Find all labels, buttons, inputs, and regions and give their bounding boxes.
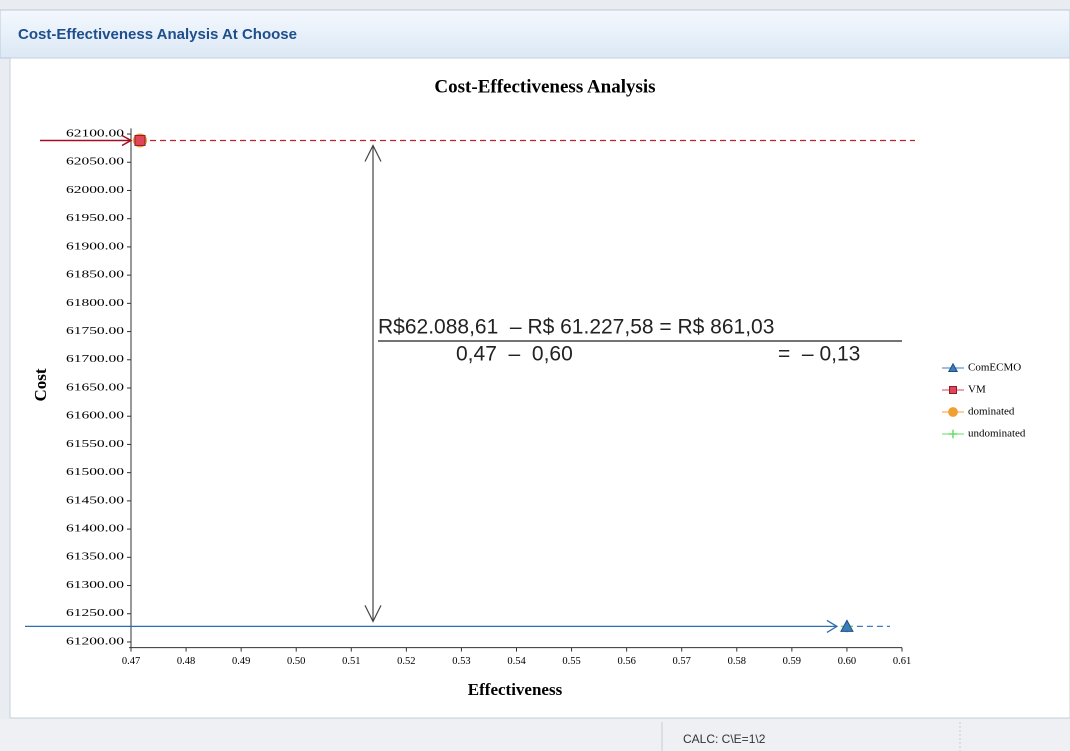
x-tick-label: 0.56 (617, 656, 635, 667)
triangle-marker (840, 619, 854, 632)
annotation: 0,47 – 0,60 (456, 343, 573, 366)
y-tick-label: 62000.00 (66, 185, 124, 196)
square-marker (134, 134, 146, 146)
plus-marker (948, 429, 958, 439)
x-tick-label: 0.55 (562, 656, 580, 667)
y-tick-label: 61550.00 (66, 439, 124, 450)
arrow-head (826, 619, 839, 633)
y-tick-label: 62100.00 (66, 128, 124, 139)
status-bar (0, 719, 1070, 751)
x-tick-label: 0.60 (838, 656, 856, 667)
y-tick-label: 61800.00 (66, 298, 124, 309)
arrow-head (364, 144, 382, 623)
square-marker (949, 386, 957, 394)
x-tick-label: 0.58 (728, 656, 746, 667)
legend-label: dominated (968, 406, 1015, 418)
triangle-marker (947, 362, 959, 372)
y-tick-label: 61250.00 (66, 608, 124, 619)
y-tick-label: 61200.00 (66, 636, 124, 647)
y-tick-label: 61900.00 (66, 241, 124, 252)
x-tick-label: 0.52 (397, 656, 415, 667)
y-tick-label: 61350.00 (66, 552, 124, 563)
chart-title: Cost-Effectiveness Analysis (434, 76, 655, 97)
y-tick-label: 61650.00 (66, 382, 124, 393)
x-tick-label: 0.61 (893, 656, 911, 667)
y-tick-label: 62050.00 (66, 157, 124, 168)
y-tick-label: 61400.00 (66, 523, 124, 534)
legend-label: undominated (968, 428, 1026, 440)
x-tick-label: 0.54 (507, 656, 526, 667)
annotation: = – 0,13 (778, 343, 860, 366)
x-axis-label: Effectiveness (468, 680, 563, 699)
x-tick-label: 0.50 (287, 656, 305, 667)
status-text: CALC: C\E=1\2 (683, 732, 766, 746)
title-bar (0, 9, 1070, 59)
x-tick-label: 0.53 (452, 656, 470, 667)
annotation: R$62.088,61 – R$ 61.227,58 = R$ 861,03 (378, 316, 774, 339)
x-tick-label: 0.51 (342, 656, 360, 667)
y-tick-label: 61750.00 (66, 326, 124, 337)
legend-label: ComECMO (968, 362, 1021, 374)
y-axis-label: Cost (31, 368, 50, 401)
x-tick-label: 0.57 (673, 656, 691, 667)
circle-marker (948, 407, 958, 417)
y-tick-label: 61300.00 (66, 580, 124, 591)
legend-label: VM (968, 384, 986, 396)
y-tick-label: 61500.00 (66, 467, 124, 478)
x-tick-label: 0.49 (232, 656, 250, 667)
arrow-head (121, 134, 133, 147)
x-tick-label: 0.48 (177, 656, 195, 667)
y-tick-label: 61600.00 (66, 411, 124, 422)
window-title: Cost-Effectiveness Analysis At Choose (18, 26, 297, 43)
x-tick-label: 0.47 (122, 656, 140, 667)
y-tick-label: 61450.00 (66, 495, 124, 506)
x-tick-label: 0.59 (783, 656, 801, 667)
y-tick-label: 61950.00 (66, 213, 124, 224)
y-tick-label: 61850.00 (66, 270, 124, 281)
y-tick-label: 61700.00 (66, 354, 124, 365)
chart-panel (9, 57, 1070, 719)
